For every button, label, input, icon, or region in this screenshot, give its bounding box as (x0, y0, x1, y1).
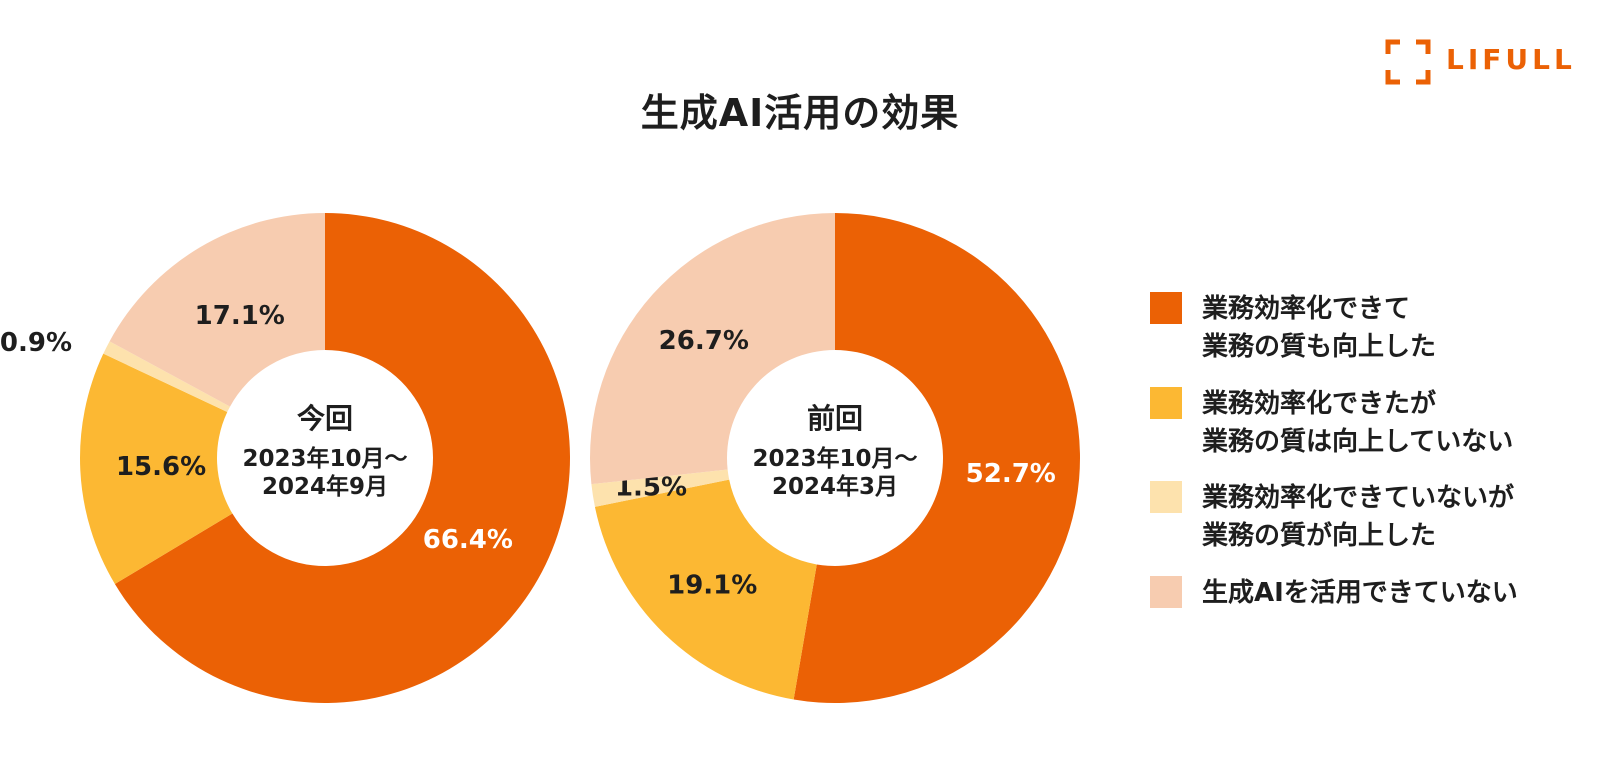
data-label: 17.1% (195, 301, 285, 331)
data-label: 19.1% (667, 571, 757, 601)
legend-label: 業務効率化できて 業務の質も向上した (1202, 294, 1437, 362)
data-label: 66.4% (423, 525, 513, 555)
data-label: 26.7% (659, 326, 749, 356)
data-label: 52.7% (966, 459, 1056, 489)
center-title: 今回 (297, 402, 353, 435)
donut-slice (594, 479, 817, 700)
center-period: 2024年9月 (262, 473, 388, 500)
legend-swatch (1150, 481, 1182, 513)
donut-slice (591, 469, 730, 507)
donut-slice (103, 341, 231, 413)
legend-label: 生成AIを活用できていない (1202, 578, 1518, 608)
donut-slice (80, 353, 233, 585)
center-period: 2024年3月 (772, 473, 898, 500)
page-title: 生成AI活用の効果 (640, 91, 960, 135)
legend-label: 業務効率化できたが 業務の質は向上していない (1202, 389, 1514, 457)
data-label: 0.9% (0, 328, 72, 358)
center-period: 2023年10月～ (242, 445, 407, 472)
legend-swatch (1150, 387, 1182, 419)
legend-swatch (1150, 292, 1182, 324)
center-title: 前回 (807, 402, 863, 435)
donut-slice (109, 213, 325, 407)
legend-swatch (1150, 576, 1182, 608)
lifull-logo: LIFULL (1384, 38, 1572, 86)
donut-slice (114, 213, 571, 703)
bracket-logo-icon (1385, 39, 1431, 85)
data-label: 15.6% (116, 452, 206, 482)
donut-slice (590, 213, 835, 485)
donut-slice (793, 212, 1081, 703)
brand-name: LIFULL (1446, 43, 1576, 76)
center-period: 2023年10月～ (752, 445, 917, 472)
legend-label: 業務効率化できていないが 業務の質が向上した (1202, 483, 1515, 551)
